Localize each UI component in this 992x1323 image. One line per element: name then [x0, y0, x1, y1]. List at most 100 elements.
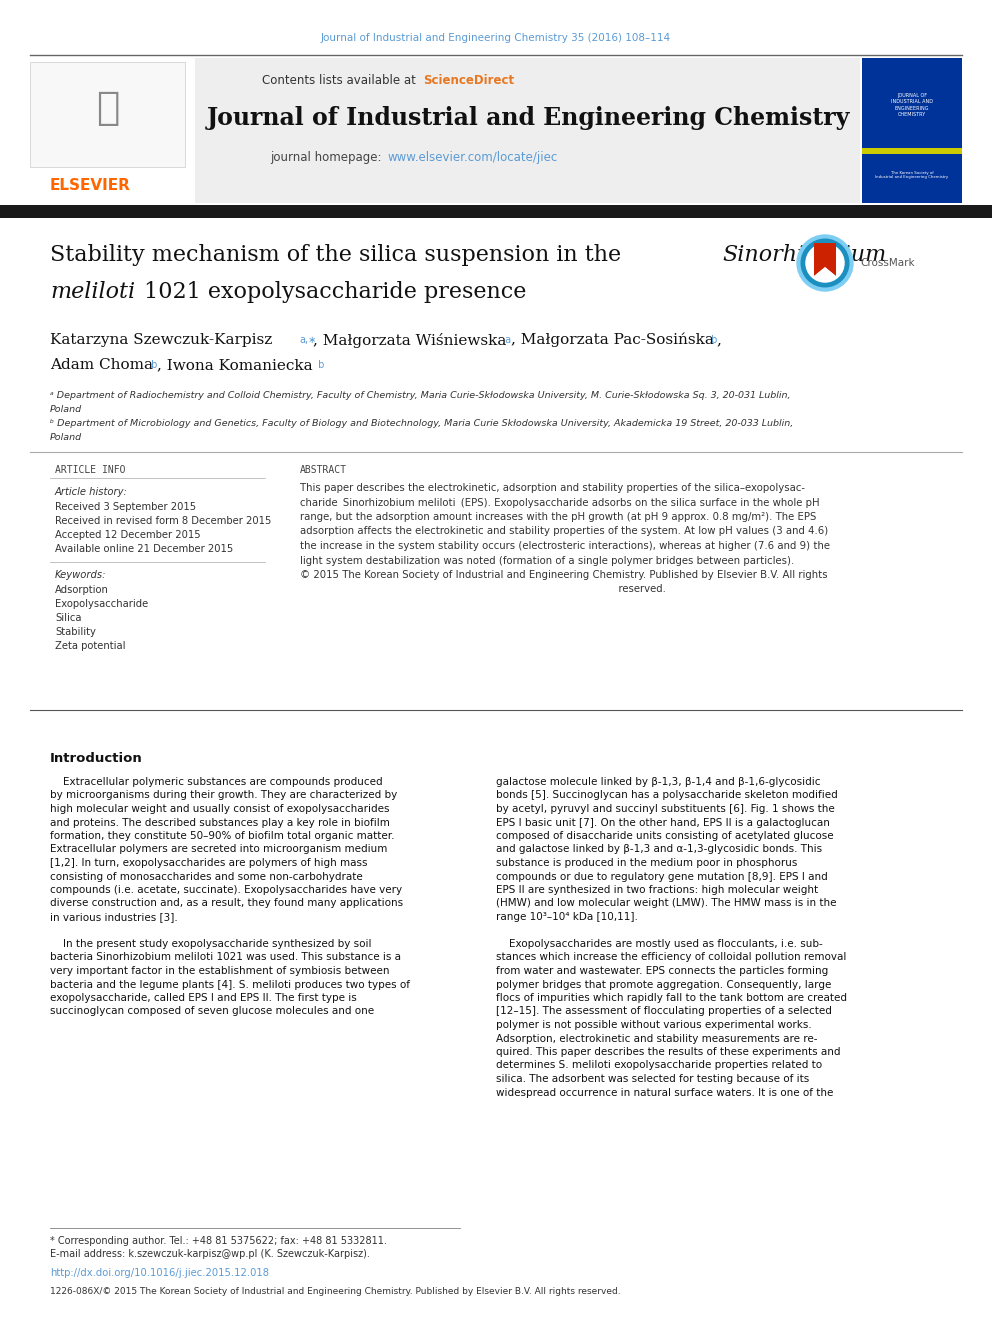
Text: Adsorption, electrokinetic and stability measurements are re-: Adsorption, electrokinetic and stability… — [496, 1033, 817, 1044]
Text: Introduction: Introduction — [50, 751, 143, 765]
Text: (HMW) and low molecular weight (LMW). The HMW mass is in the: (HMW) and low molecular weight (LMW). Th… — [496, 898, 836, 909]
Text: [1,2]. In turn, exopolysaccharides are polymers of high mass: [1,2]. In turn, exopolysaccharides are p… — [50, 859, 367, 868]
Text: silica. The adsorbent was selected for testing because of its: silica. The adsorbent was selected for t… — [496, 1074, 809, 1084]
Text: range, but the adsorption amount increases with the pH growth (at pH 9 approx. 0: range, but the adsorption amount increas… — [300, 512, 816, 523]
Text: composed of disaccharide units consisting of acetylated glucose: composed of disaccharide units consistin… — [496, 831, 833, 841]
Text: , Małgorzata Wiśniewska: , Małgorzata Wiśniewska — [313, 332, 506, 348]
Text: Article history:: Article history: — [55, 487, 128, 497]
Text: Sinorhizobium: Sinorhizobium — [722, 243, 886, 266]
Text: compounds (i.e. acetate, succinate). Exopolysaccharides have very: compounds (i.e. acetate, succinate). Exo… — [50, 885, 402, 894]
Text: meliloti: meliloti — [50, 280, 135, 303]
Text: E-mail address: k.szewczuk-karpisz@wp.pl (K. Szewczuk-Karpisz).: E-mail address: k.szewczuk-karpisz@wp.pl… — [50, 1249, 370, 1259]
Text: Stability mechanism of the silica suspension in the: Stability mechanism of the silica suspen… — [50, 243, 628, 266]
Text: bacteria Sinorhizobium meliloti 1021 was used. This substance is a: bacteria Sinorhizobium meliloti 1021 was… — [50, 953, 401, 963]
Text: very important factor in the establishment of symbiosis between: very important factor in the establishme… — [50, 966, 390, 976]
Text: Exopolysaccharide: Exopolysaccharide — [55, 599, 148, 609]
Polygon shape — [814, 269, 836, 277]
Text: Journal of Industrial and Engineering Chemistry 35 (2016) 108–114: Journal of Industrial and Engineering Ch… — [321, 33, 671, 44]
Text: bacteria and the legume plants [4]. S. meliloti produces two types of: bacteria and the legume plants [4]. S. m… — [50, 979, 410, 990]
FancyBboxPatch shape — [862, 58, 962, 202]
Text: flocs of impurities which rapidly fall to the tank bottom are created: flocs of impurities which rapidly fall t… — [496, 994, 847, 1003]
Text: Received 3 September 2015: Received 3 September 2015 — [55, 501, 196, 512]
Text: Extracellular polymers are secreted into microorganism medium: Extracellular polymers are secreted into… — [50, 844, 387, 855]
Text: a,∗: a,∗ — [299, 335, 316, 345]
Text: EPS II are synthesized in two fractions: high molecular weight: EPS II are synthesized in two fractions:… — [496, 885, 818, 894]
Text: diverse construction and, as a result, they found many applications: diverse construction and, as a result, t… — [50, 898, 403, 909]
Text: ELSEVIER: ELSEVIER — [50, 179, 130, 193]
Text: CrossMark: CrossMark — [860, 258, 915, 269]
Text: Extracellular polymeric substances are compounds produced: Extracellular polymeric substances are c… — [50, 777, 383, 787]
Text: 1226-086X/© 2015 The Korean Society of Industrial and Engineering Chemistry. Pub: 1226-086X/© 2015 The Korean Society of I… — [50, 1286, 621, 1295]
Text: by microorganisms during their growth. They are characterized by: by microorganisms during their growth. T… — [50, 791, 397, 800]
Text: charide  Sinorhizobium meliloti  (EPS). Exopolysaccharide adsorbs on the silica : charide Sinorhizobium meliloti (EPS). Ex… — [300, 497, 819, 508]
Text: The Korean Society of
Industrial and Engineering Chemistry: The Korean Society of Industrial and Eng… — [875, 171, 948, 180]
Text: range 10³–10⁴ kDa [10,11].: range 10³–10⁴ kDa [10,11]. — [496, 912, 638, 922]
Text: substance is produced in the medium poor in phosphorus: substance is produced in the medium poor… — [496, 859, 798, 868]
Text: * Corresponding author. Tel.: +48 81 5375622; fax: +48 81 5332811.: * Corresponding author. Tel.: +48 81 537… — [50, 1236, 387, 1246]
Text: quired. This paper describes the results of these experiments and: quired. This paper describes the results… — [496, 1046, 840, 1057]
Text: and proteins. The described substances play a key role in biofilm: and proteins. The described substances p… — [50, 818, 390, 827]
Text: ,: , — [716, 333, 721, 347]
Circle shape — [802, 239, 849, 287]
Text: ABSTRACT: ABSTRACT — [300, 464, 347, 475]
Text: by acetyl, pyruvyl and succinyl substituents [6]. Fig. 1 shows the: by acetyl, pyruvyl and succinyl substitu… — [496, 804, 834, 814]
Text: Katarzyna Szewczuk-Karpisz: Katarzyna Szewczuk-Karpisz — [50, 333, 272, 347]
Text: a: a — [502, 335, 511, 345]
Text: high molecular weight and usually consist of exopolysaccharides: high molecular weight and usually consis… — [50, 804, 390, 814]
FancyBboxPatch shape — [0, 205, 992, 218]
Text: journal homepage:: journal homepage: — [270, 152, 385, 164]
Text: Stability: Stability — [55, 627, 96, 636]
Text: http://dx.doi.org/10.1016/j.jiec.2015.12.018: http://dx.doi.org/10.1016/j.jiec.2015.12… — [50, 1267, 269, 1278]
Text: [12–15]. The assessment of flocculating properties of a selected: [12–15]. The assessment of flocculating … — [496, 1007, 832, 1016]
Text: Accepted 12 December 2015: Accepted 12 December 2015 — [55, 531, 200, 540]
Text: widespread occurrence in natural surface waters. It is one of the: widespread occurrence in natural surface… — [496, 1088, 833, 1098]
Text: Adam Choma: Adam Choma — [50, 359, 153, 372]
FancyBboxPatch shape — [30, 62, 185, 167]
Text: exopolysaccharide, called EPS I and EPS II. The first type is: exopolysaccharide, called EPS I and EPS … — [50, 994, 357, 1003]
Text: Silica: Silica — [55, 613, 81, 623]
Text: galactose molecule linked by β-1,3, β-1,4 and β-1,6-glycosidic: galactose molecule linked by β-1,3, β-1,… — [496, 777, 820, 787]
FancyBboxPatch shape — [862, 148, 962, 153]
Text: consisting of monosaccharides and some non-carbohydrate: consisting of monosaccharides and some n… — [50, 872, 363, 881]
Text: Contents lists available at: Contents lists available at — [262, 74, 420, 86]
Text: Adsorption: Adsorption — [55, 585, 109, 595]
Text: b: b — [708, 335, 717, 345]
Text: Zeta potential: Zeta potential — [55, 642, 126, 651]
Text: ARTICLE INFO: ARTICLE INFO — [55, 464, 126, 475]
Text: light system destabilization was noted (formation of a single polymer bridges be: light system destabilization was noted (… — [300, 556, 795, 565]
Text: 🌳: 🌳 — [96, 89, 120, 127]
Text: the increase in the system stability occurs (electrosteric interactions), wherea: the increase in the system stability occ… — [300, 541, 830, 550]
Text: b: b — [148, 360, 158, 370]
Text: Keywords:: Keywords: — [55, 570, 106, 579]
Text: This paper describes the electrokinetic, adsorption and stability properties of : This paper describes the electrokinetic,… — [300, 483, 805, 493]
Text: JOURNAL OF
INDUSTRIAL AND
ENGINEERING
CHEMISTRY: JOURNAL OF INDUSTRIAL AND ENGINEERING CH… — [891, 93, 933, 118]
Text: Poland: Poland — [50, 434, 82, 442]
Text: 1021 exopolysaccharide presence: 1021 exopolysaccharide presence — [137, 280, 527, 303]
Text: , Iwona Komaniecka: , Iwona Komaniecka — [157, 359, 312, 372]
Text: Received in revised form 8 December 2015: Received in revised form 8 December 2015 — [55, 516, 272, 527]
Text: ᵃ Department of Radiochemistry and Colloid Chemistry, Faculty of Chemistry, Mari: ᵃ Department of Radiochemistry and Collo… — [50, 392, 791, 401]
Polygon shape — [814, 269, 836, 277]
Text: ScienceDirect: ScienceDirect — [423, 74, 514, 86]
Text: Available online 21 December 2015: Available online 21 December 2015 — [55, 544, 233, 554]
Text: EPS I basic unit [7]. On the other hand, EPS II is a galactoglucan: EPS I basic unit [7]. On the other hand,… — [496, 818, 830, 827]
Text: , Małgorzata Pac-Sosińska: , Małgorzata Pac-Sosińska — [511, 333, 714, 347]
Text: formation, they constitute 50–90% of biofilm total organic matter.: formation, they constitute 50–90% of bio… — [50, 831, 395, 841]
Text: determines S. meliloti exopolysaccharide properties related to: determines S. meliloti exopolysaccharide… — [496, 1061, 822, 1070]
Text: stances which increase the efficiency of colloidal pollution removal: stances which increase the efficiency of… — [496, 953, 846, 963]
FancyBboxPatch shape — [814, 243, 836, 277]
Text: Journal of Industrial and Engineering Chemistry: Journal of Industrial and Engineering Ch… — [206, 106, 850, 130]
Text: succinoglycan composed of seven glucose molecules and one: succinoglycan composed of seven glucose … — [50, 1007, 374, 1016]
Text: Poland: Poland — [50, 406, 82, 414]
Text: adsorption affects the electrokinetic and stability properties of the system. At: adsorption affects the electrokinetic an… — [300, 527, 828, 537]
Circle shape — [806, 243, 844, 282]
Circle shape — [797, 235, 853, 291]
Text: In the present study exopolysaccharide synthesized by soil: In the present study exopolysaccharide s… — [50, 939, 371, 949]
FancyBboxPatch shape — [195, 58, 860, 202]
Text: b: b — [315, 360, 324, 370]
Text: reserved.: reserved. — [300, 585, 666, 594]
Text: and galactose linked by β-1,3 and α-1,3-glycosidic bonds. This: and galactose linked by β-1,3 and α-1,3-… — [496, 844, 822, 855]
Text: polymer bridges that promote aggregation. Consequently, large: polymer bridges that promote aggregation… — [496, 979, 831, 990]
Text: compounds or due to regulatory gene mutation [8,9]. EPS I and: compounds or due to regulatory gene muta… — [496, 872, 827, 881]
Text: www.elsevier.com/locate/jiec: www.elsevier.com/locate/jiec — [388, 152, 558, 164]
